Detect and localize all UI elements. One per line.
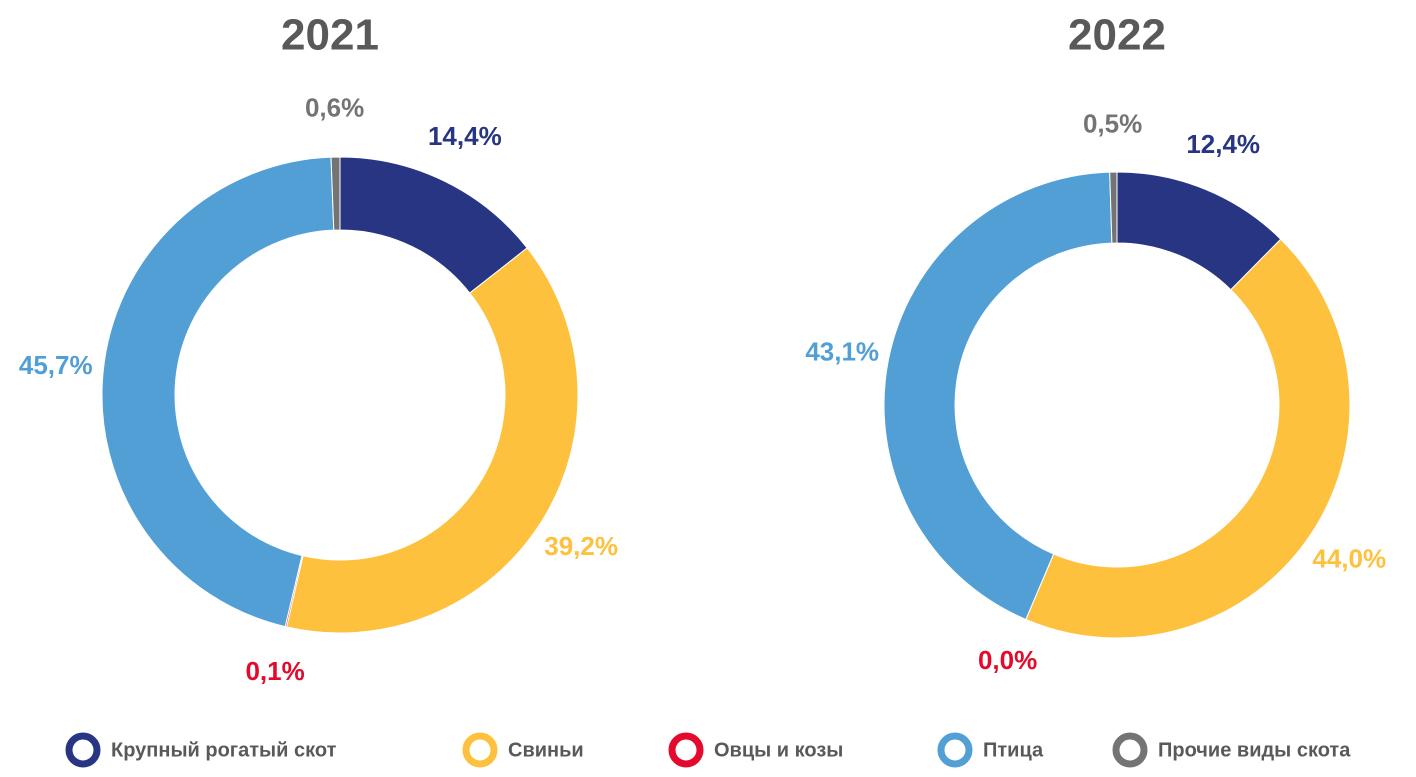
donut-slice [1025,238,1351,639]
legend-label: Крупный рогатый скот [111,739,337,761]
donut-slice [1109,171,1118,244]
donut-slice [286,247,579,634]
legend-label: Овцы и козы [714,739,843,761]
legend-label: Прочие виды скота [1158,739,1351,761]
data-label: 43,1% [805,336,879,366]
data-label: 0,6% [305,92,364,122]
data-label: 14,4% [428,121,502,151]
data-label: 44,0% [1312,544,1386,574]
data-label: 39,2% [544,531,618,561]
legend-swatch [1112,732,1148,768]
legend-label: Птица [983,739,1044,761]
data-label: 0,0% [978,645,1037,675]
chart-title: 2022 [1068,11,1166,60]
data-label: 12,4% [1186,129,1260,159]
chart-title: 2021 [281,11,379,60]
legend-swatch [668,732,704,768]
donut-slice [883,171,1113,621]
legend-swatch [937,732,973,768]
data-label: 0,5% [1083,108,1142,138]
legend-swatch [65,732,101,768]
donut-slice [101,156,335,628]
legend-swatch [462,732,498,768]
data-label: 45,7% [19,350,93,380]
data-label: 0,1% [245,656,304,686]
legend-label: Свиньи [508,739,584,761]
donut-slice [330,156,341,231]
